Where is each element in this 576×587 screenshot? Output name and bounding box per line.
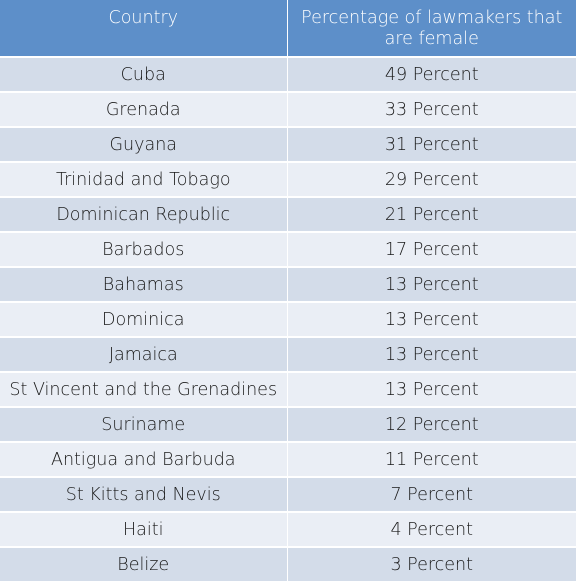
country-cell: Haiti xyxy=(0,511,288,547)
percentage-cell: 12 Percent xyxy=(287,406,576,442)
table-row: Bahamas 13 Percent xyxy=(0,266,576,302)
table-row: Antigua and Barbuda 11 Percent xyxy=(0,441,576,477)
table-row: Trinidad and Tobago 29 Percent xyxy=(0,161,576,197)
country-cell: Grenada xyxy=(0,91,288,127)
percentage-cell: 49 Percent xyxy=(287,56,576,92)
country-cell: Cuba xyxy=(0,56,288,92)
table-row: Guyana 31 Percent xyxy=(0,126,576,162)
percentage-cell: 21 Percent xyxy=(287,196,576,232)
table-row: Cuba 49 Percent xyxy=(0,56,576,92)
percentage-cell: 13 Percent xyxy=(287,371,576,407)
percentage-cell: 13 Percent xyxy=(287,336,576,372)
percentage-cell: 17 Percent xyxy=(287,231,576,267)
table-row: Dominican Republic 21 Percent xyxy=(0,196,576,232)
percentage-cell: 13 Percent xyxy=(287,266,576,302)
header-percentage: Percentage of lawmakers that are female xyxy=(287,0,576,57)
percentage-cell: 33 Percent xyxy=(287,91,576,127)
table-row: Belize 3 Percent xyxy=(0,546,576,581)
country-cell: Antigua and Barbuda xyxy=(0,441,288,477)
country-cell: Belize xyxy=(0,546,288,581)
country-cell: Trinidad and Tobago xyxy=(0,161,288,197)
header-country: Country xyxy=(0,0,288,57)
percentage-cell: 29 Percent xyxy=(287,161,576,197)
table-row: Barbados 17 Percent xyxy=(0,231,576,267)
country-cell: Jamaica xyxy=(0,336,288,372)
table-row: Grenada 33 Percent xyxy=(0,91,576,127)
table-body: Cuba 49 Percent Grenada 33 Percent Guyana 31 … xyxy=(0,56,576,581)
table-row: Jamaica 13 Percent xyxy=(0,336,576,372)
header-row: Country Percentage of lawmakers that are… xyxy=(0,0,576,57)
table-row: Suriname 12 Percent xyxy=(0,406,576,442)
table-header: Country Percentage of lawmakers that are… xyxy=(0,0,576,57)
country-cell: Barbados xyxy=(0,231,288,267)
country-cell: Dominica xyxy=(0,301,288,337)
table-row: St Kitts and Nevis 7 Percent xyxy=(0,476,576,512)
country-cell: St Vincent and the Grenadines xyxy=(0,371,288,407)
table-row: Dominica 13 Percent xyxy=(0,301,576,337)
country-cell: Dominican Republic xyxy=(0,196,288,232)
percentage-cell: 3 Percent xyxy=(287,546,576,581)
country-cell: Suriname xyxy=(0,406,288,442)
table-row: St Vincent and the Grenadines 13 Percent xyxy=(0,371,576,407)
table-row: Haiti 4 Percent xyxy=(0,511,576,547)
percentage-cell: 4 Percent xyxy=(287,511,576,547)
percentage-cell: 31 Percent xyxy=(287,126,576,162)
country-cell: Guyana xyxy=(0,126,288,162)
percentage-cell: 11 Percent xyxy=(287,441,576,477)
percentage-cell: 7 Percent xyxy=(287,476,576,512)
country-cell: St Kitts and Nevis xyxy=(0,476,288,512)
country-cell: Bahamas xyxy=(0,266,288,302)
percentage-cell: 13 Percent xyxy=(287,301,576,337)
